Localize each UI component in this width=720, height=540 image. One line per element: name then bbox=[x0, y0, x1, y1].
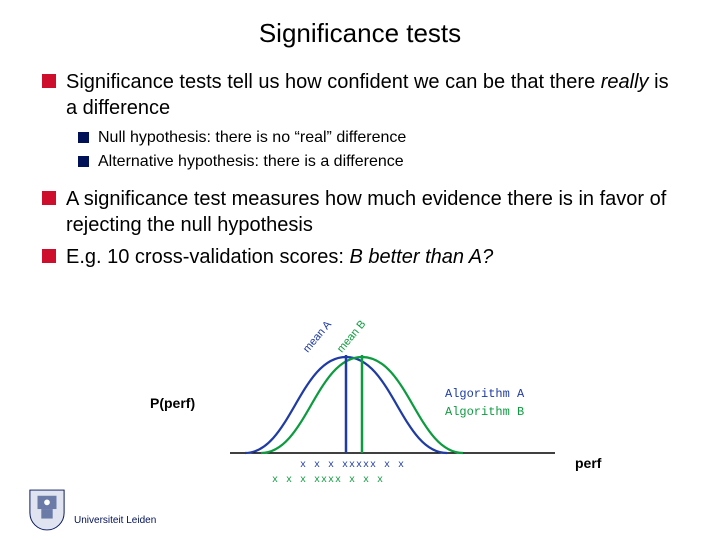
b1-pre: Significance tests tell us how confident… bbox=[66, 71, 601, 93]
sub-bullet-marker-icon bbox=[78, 156, 89, 167]
university-name: Universiteit Leiden bbox=[74, 515, 156, 526]
bullet-1-text: Significance tests tell us how confident… bbox=[66, 69, 678, 121]
b3-pre: E.g. 10 cross-validation scores: bbox=[66, 246, 349, 268]
bullet-2-text: A significance test measures how much ev… bbox=[66, 186, 678, 238]
b1s2-text: Alternative hypothesis: there is a diffe… bbox=[98, 151, 404, 173]
bullet-1-subgroup: Null hypothesis: there is no “real” diff… bbox=[78, 127, 678, 172]
x-marks-row-a: x x x xxxxx x x bbox=[300, 460, 405, 471]
legend-a: Algorithm A bbox=[445, 385, 524, 403]
legend-b: Algorithm B bbox=[445, 403, 524, 421]
bullet-marker-icon bbox=[42, 249, 56, 263]
footer: Universiteit Leiden bbox=[0, 504, 720, 540]
x-marks-row-b: x x x xxxx x x x bbox=[272, 475, 384, 486]
bullet-1: Significance tests tell us how confident… bbox=[42, 69, 678, 121]
sub-bullet-marker-icon bbox=[78, 132, 89, 143]
bullet-1-sub-1: Null hypothesis: there is no “real” diff… bbox=[78, 127, 678, 149]
bullet-3: E.g. 10 cross-validation scores: B bette… bbox=[42, 244, 678, 270]
x-axis-label: perf bbox=[575, 455, 601, 471]
bullet-2: A significance test measures how much ev… bbox=[42, 186, 678, 238]
b3-italic: B better than A? bbox=[349, 246, 493, 268]
slide-title: Significance tests bbox=[42, 18, 678, 49]
chart-legend: Algorithm A Algorithm B bbox=[445, 385, 524, 421]
b1s1-text: Null hypothesis: there is no “real” diff… bbox=[98, 127, 406, 149]
bullet-3-text: E.g. 10 cross-validation scores: B bette… bbox=[66, 244, 493, 270]
bullet-1-sub-2: Alternative hypothesis: there is a diffe… bbox=[78, 151, 678, 173]
bullet-marker-icon bbox=[42, 191, 56, 205]
slide: Significance tests Significance tests te… bbox=[0, 0, 720, 540]
university-crest-icon bbox=[28, 488, 66, 532]
bullet-marker-icon bbox=[42, 74, 56, 88]
b1-italic: really bbox=[601, 71, 649, 93]
distribution-chart: P(perf) mean A mean B Algorithm A Algori… bbox=[150, 335, 570, 495]
